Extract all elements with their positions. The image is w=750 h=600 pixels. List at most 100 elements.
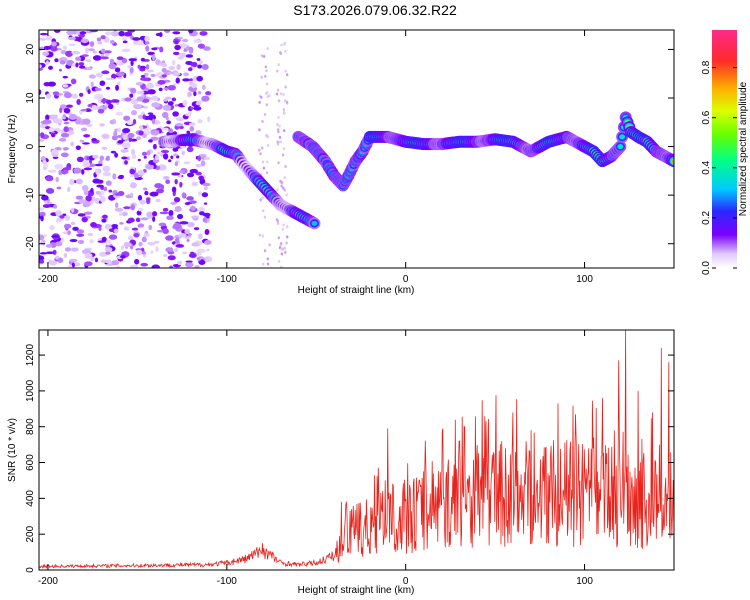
spectrogram-noise-cell — [61, 116, 67, 120]
spectrogram-noise-cell — [120, 149, 129, 153]
spectrogram-noise-cell — [285, 73, 289, 77]
spectrogram-noise-cell — [191, 215, 200, 219]
spectrogram-noise-cell — [150, 136, 159, 141]
spectrogram-noise-cell — [277, 161, 280, 165]
spectrogram-noise-cell — [85, 195, 92, 202]
spectrogram-noise-cell — [43, 163, 49, 168]
spectrogram-noise-cell — [188, 30, 194, 34]
spectrogram-noise-cell — [195, 101, 202, 106]
spectrogram-noise-cell — [182, 251, 187, 255]
spectrogram-noise-cell — [61, 169, 69, 175]
spectrogram-noise-cell — [179, 125, 184, 130]
spectrogram-noise-cell — [105, 99, 112, 105]
spectrogram-noise-cell — [191, 242, 200, 247]
spectrogram-noise-cell — [262, 166, 266, 170]
colorbar-tick-label: 0.0 — [701, 261, 712, 275]
spectrogram-noise-cell — [147, 241, 156, 246]
spectrogram-noise-cell — [264, 65, 268, 69]
spectrogram-noise-cell — [187, 221, 195, 228]
spectrogram-noise-cell — [84, 252, 93, 259]
spectrogram-noise-cell — [130, 87, 137, 94]
spectrogram-noise-cell — [99, 56, 109, 60]
spectrogram-noise-cell — [258, 148, 261, 152]
spectrogram-noise-cell — [266, 91, 269, 95]
spectrogram-noise-cell — [206, 215, 210, 219]
spectrogram-noise-cell — [199, 31, 208, 36]
snr-y-tick-label: 600 — [25, 454, 36, 471]
spectrogram-noise-cell — [265, 134, 268, 138]
spectrogram-noise-cell — [45, 60, 50, 66]
spectrogram-noise-cell — [118, 174, 125, 178]
spectrogram-noise-cell — [123, 115, 131, 121]
spectrogram-noise-cell — [169, 265, 173, 268]
spectrogram-noise-cell — [115, 84, 120, 91]
spectrogram-noise-cell — [174, 178, 178, 185]
spectrogram-noise-cell — [147, 89, 156, 95]
spectrogram-noise-cell — [284, 250, 287, 254]
spectrogram-noise-cell — [81, 168, 85, 175]
spectrogram-noise-cell — [139, 67, 146, 72]
spectrogram-noise-cell — [92, 55, 102, 61]
spectrogram-noise-cell — [276, 88, 280, 92]
spectrogram-noise-cell — [96, 88, 102, 91]
spectrogram-noise-cell — [81, 185, 89, 192]
spectrogram-noise-cell — [117, 76, 123, 80]
spectrogram-noise-cell — [110, 150, 117, 154]
spectrogram-noise-cell — [185, 260, 193, 263]
spectrogram-noise-cell — [280, 252, 284, 256]
spectrogram-noise-cell — [100, 48, 106, 54]
spectrogram-noise-cell — [161, 127, 169, 131]
spectrogram-y-tick-label: 0 — [25, 143, 36, 149]
spectrogram-noise-cell — [88, 74, 97, 79]
spectrogram-noise-cell — [159, 46, 164, 53]
spectrogram-noise-cell — [80, 109, 88, 112]
spectrogram-noise-cell — [101, 70, 110, 75]
spectrogram-noise-cell — [49, 225, 55, 231]
spectrogram-noise-cell — [179, 52, 187, 58]
spectrogram-y-axis-label: Frequency (Hz) — [7, 115, 18, 184]
spectrogram-noise-cell — [166, 120, 171, 125]
spectrogram-noise-cell — [71, 208, 75, 213]
spectrogram-noise-cell — [266, 144, 270, 148]
spectrogram-noise-cell — [104, 31, 113, 36]
spectrogram-noise-cell — [132, 119, 137, 125]
spectrogram-noise-cell — [261, 160, 265, 164]
spectrogram-noise-cell — [284, 165, 287, 169]
spectrogram-noise-cell — [92, 50, 97, 54]
spectrogram-noise-cell — [148, 139, 153, 143]
spectrogram-noise-cell — [101, 236, 107, 242]
spectrogram-noise-cell — [285, 241, 288, 245]
colorbar-gradient — [712, 30, 737, 268]
spectrogram-x-tick-label: 0 — [403, 274, 409, 285]
spectrogram-noise-cell — [73, 167, 82, 174]
spectrogram-noise-cell — [100, 259, 107, 264]
spectrogram-noise-cell — [95, 168, 100, 175]
spectrogram-noise-cell — [174, 40, 179, 45]
spectrogram-noise-cell — [104, 223, 113, 230]
spectrogram-noise-cell — [97, 108, 105, 114]
spectrogram-noise-cell — [101, 218, 107, 223]
spectrogram-noise-cell — [75, 119, 81, 125]
spectrogram-noise-cell — [185, 262, 194, 268]
spectrogram-noise-cell — [171, 97, 177, 102]
spectrogram-noise-cell — [143, 233, 150, 238]
spectrogram-noise-cell — [122, 127, 131, 134]
spectrogram-noise-cell — [146, 150, 151, 156]
spectrogram-noise-cell — [140, 262, 149, 267]
spectrogram-noise-cell — [261, 196, 264, 200]
spectrogram-noise-cell — [155, 246, 159, 253]
spectrogram-noise-cell — [171, 172, 181, 176]
spectrogram-noise-cell — [279, 51, 282, 55]
spectrogram-noise-cell — [285, 193, 288, 197]
spectrogram-noise-cell — [183, 49, 188, 52]
spectrogram-noise-cell — [105, 251, 111, 255]
spectrogram-noise-cell — [111, 224, 119, 228]
spectrogram-noise-cell — [118, 211, 123, 217]
spectrogram-noise-cell — [172, 223, 182, 230]
spectrogram-noise-cell — [105, 239, 112, 246]
spectrogram-noise-cell — [45, 93, 52, 99]
spectrogram-track-core — [311, 220, 318, 226]
spectrogram-noise-cell — [163, 175, 170, 180]
spectrogram-noise-cell — [283, 188, 286, 192]
